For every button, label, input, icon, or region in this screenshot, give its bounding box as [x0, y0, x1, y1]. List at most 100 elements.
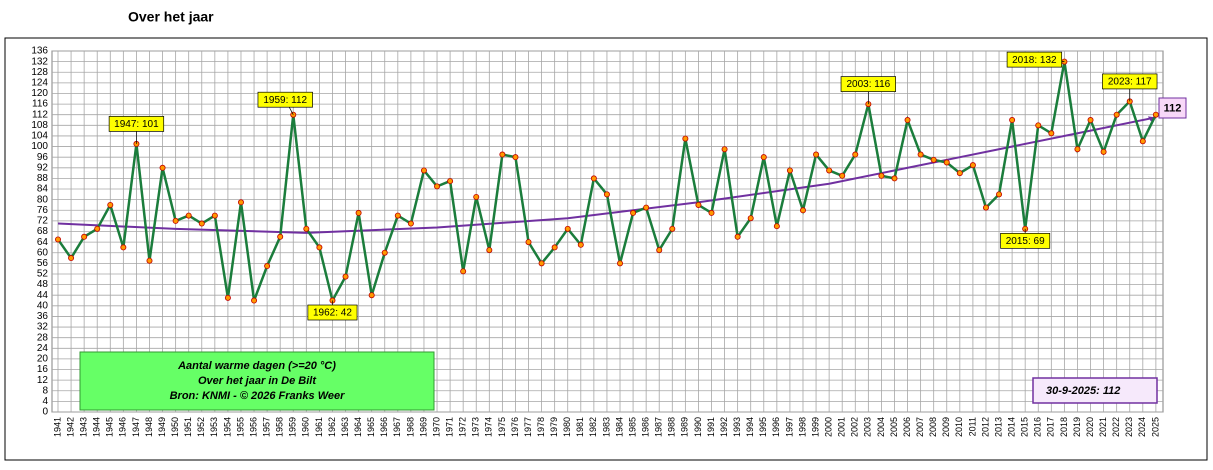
x-tick-label: 1995 [758, 417, 768, 437]
data-point [551, 244, 558, 251]
data-point [381, 249, 388, 256]
data-point [943, 159, 950, 166]
x-tick-label: 1951 [183, 417, 193, 437]
y-tick-label: 48 [37, 279, 49, 290]
x-tick-label: 1978 [536, 417, 546, 437]
data-point [277, 233, 284, 240]
x-tick-label: 2021 [1098, 417, 1108, 437]
x-tick-label: 2017 [1046, 417, 1056, 437]
y-tick-label: 112 [32, 109, 48, 120]
data-point [237, 199, 244, 206]
x-tick-label: 1977 [523, 417, 533, 437]
x-tick-label: 2018 [1059, 417, 1069, 437]
data-point [617, 260, 624, 267]
x-tick-label: 2006 [902, 417, 912, 437]
y-tick-label: 12 [37, 375, 49, 386]
x-tick-label: 2011 [967, 417, 977, 436]
data-point [996, 191, 1003, 198]
y-tick-label: 44 [37, 290, 49, 301]
info-line: Over het jaar in De Bilt [198, 375, 317, 387]
data-point [1035, 122, 1042, 129]
annotation-label: 1959: 112 [263, 95, 307, 106]
x-tick-label: 1965 [366, 417, 376, 437]
end-label-box [1158, 97, 1187, 119]
x-tick-label: 1963 [340, 417, 350, 437]
x-tick-label: 2000 [824, 417, 834, 437]
annotation-label: 2023: 117 [1108, 77, 1152, 88]
x-tick-label: 1979 [549, 417, 559, 437]
info-box [79, 351, 435, 411]
x-tick-label: 2012 [980, 417, 990, 437]
data-point [695, 201, 702, 208]
y-tick-label: 24 [37, 343, 49, 354]
data-point [969, 162, 976, 169]
data-point [917, 151, 924, 158]
y-tick-label: 88 [37, 173, 49, 184]
x-tick-label: 2014 [1006, 417, 1016, 437]
y-tick-label: 16 [37, 364, 49, 375]
x-tick-label: 2016 [1033, 417, 1043, 437]
y-tick-label: 84 [37, 184, 49, 195]
annotation-box [1006, 51, 1063, 68]
data-point [512, 154, 519, 161]
x-tick-label: 2005 [889, 417, 899, 437]
data-point [682, 135, 689, 142]
x-tick-label: 2002 [850, 417, 860, 437]
y-tick-label: 32 [37, 322, 49, 333]
data-point [499, 151, 506, 158]
x-tick-label: 1950 [170, 417, 180, 437]
x-tick-label: 2019 [1072, 417, 1082, 437]
data-point [656, 247, 663, 254]
y-tick-label: 4 [42, 396, 48, 407]
x-tick-label: 1980 [562, 417, 572, 437]
data-point [1009, 117, 1016, 124]
x-tick-label: 1952 [196, 417, 206, 437]
y-tick-label: 72 [37, 216, 49, 227]
x-tick-label: 1947 [131, 417, 141, 437]
data-point [1100, 148, 1107, 155]
data-point [394, 212, 401, 219]
x-tick-label: 1942 [65, 417, 75, 437]
x-tick-label: 1971 [444, 417, 454, 437]
x-tick-label: 1962 [327, 417, 337, 437]
x-tick-label: 1999 [810, 417, 820, 437]
date-note: 30-9-2025: 112 [1046, 385, 1120, 397]
x-tick-label: 2001 [837, 417, 847, 437]
x-tick-label: 2007 [915, 417, 925, 437]
x-tick-label: 1946 [118, 417, 128, 437]
data-point [55, 236, 62, 243]
data-point [852, 151, 859, 158]
y-tick-label: 8 [42, 385, 48, 396]
data-point [460, 268, 467, 275]
data-point [760, 154, 767, 161]
data-point [826, 167, 833, 174]
x-tick-label: 1983 [601, 417, 611, 437]
y-tick-label: 40 [37, 300, 49, 311]
data-point [420, 167, 427, 174]
y-tick-label: 96 [37, 152, 49, 163]
annotation-box [840, 76, 896, 92]
x-tick-label: 1996 [771, 417, 781, 437]
data-point [721, 146, 728, 153]
annotation-box [108, 116, 165, 132]
x-tick-label: 1973 [471, 417, 481, 437]
x-tick-label: 1985 [627, 417, 637, 437]
x-tick-label: 2015 [1020, 417, 1030, 437]
x-tick-label: 2010 [954, 417, 964, 437]
annotation-box [1000, 232, 1051, 249]
data-point [904, 117, 911, 124]
x-tick-label: 2025 [1150, 417, 1160, 437]
x-tick-label: 1998 [797, 417, 807, 437]
data-point [316, 244, 323, 251]
data-point [342, 273, 349, 280]
data-point [159, 164, 166, 171]
data-point [982, 204, 989, 211]
x-tick-label: 2023 [1124, 417, 1134, 437]
y-tick-label: 128 [31, 67, 48, 78]
data-point [891, 175, 898, 182]
x-tick-label: 1959 [288, 417, 298, 437]
data-point [786, 167, 793, 174]
data-point [773, 223, 780, 230]
date-note-box [1032, 377, 1158, 404]
x-tick-label: 1956 [248, 417, 258, 437]
